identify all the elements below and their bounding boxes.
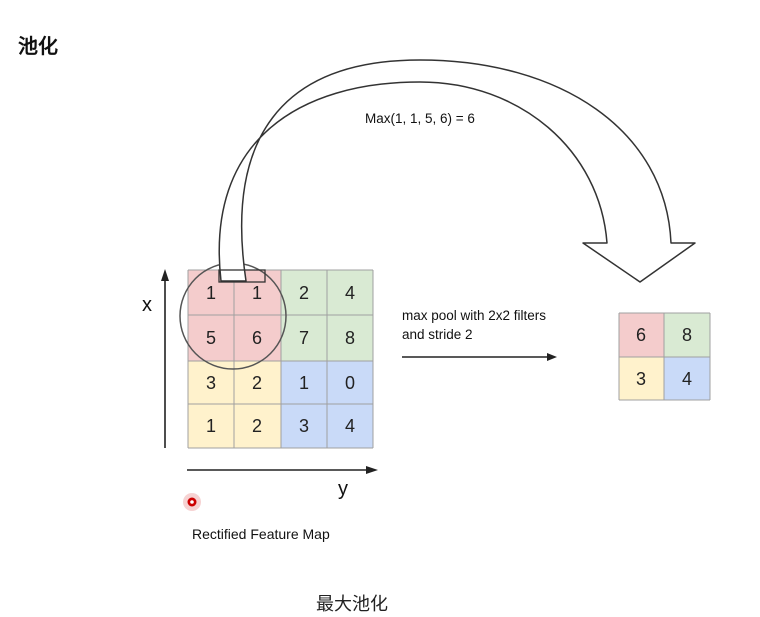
description-line-2: and stride 2 xyxy=(402,327,473,342)
output-cell: 8 xyxy=(682,325,692,345)
input-cell: 1 xyxy=(206,283,216,303)
input-grid-values: 1 1 2 4 5 6 7 8 3 2 1 0 1 2 3 4 xyxy=(206,283,355,436)
input-cell: 3 xyxy=(206,373,216,393)
arrow-tail-tab xyxy=(218,269,266,283)
y-axis-label: y xyxy=(338,478,348,500)
x-axis xyxy=(161,269,169,448)
input-cell: 1 xyxy=(299,373,309,393)
input-cell: 8 xyxy=(345,328,355,348)
curved-arrow xyxy=(218,59,696,283)
description-line-1: max pool with 2x2 filters xyxy=(402,308,546,323)
output-grid-values: 6 8 3 4 xyxy=(636,325,692,389)
input-cell: 4 xyxy=(345,283,355,303)
input-cell: 3 xyxy=(299,416,309,436)
input-map-label: Rectified Feature Map xyxy=(192,526,330,542)
output-cell: 3 xyxy=(636,369,646,389)
cursor-dot xyxy=(183,493,201,511)
input-cell: 5 xyxy=(206,328,216,348)
page-title: 池化 xyxy=(18,34,58,58)
y-axis xyxy=(187,466,378,474)
output-cell-bg xyxy=(619,357,664,400)
output-cell: 6 xyxy=(636,325,646,345)
input-cell: 7 xyxy=(299,328,309,348)
input-cell: 0 xyxy=(345,373,355,393)
input-cell: 2 xyxy=(299,283,309,303)
input-cell: 2 xyxy=(252,416,262,436)
diagram-caption: 最大池化 xyxy=(316,594,388,615)
input-cell: 1 xyxy=(252,283,262,303)
output-cell-bg xyxy=(664,357,710,400)
output-cell-bg xyxy=(664,313,710,357)
input-grid-lines xyxy=(187,269,374,449)
input-cell: 1 xyxy=(206,416,216,436)
input-cell: 4 xyxy=(345,416,355,436)
output-cell: 4 xyxy=(682,369,692,389)
input-cell: 6 xyxy=(252,328,262,348)
pooling-arrow xyxy=(402,353,557,361)
max-formula: Max(1, 1, 5, 6) = 6 xyxy=(365,111,475,126)
output-cell-bg xyxy=(619,313,664,357)
x-axis-label: x xyxy=(142,294,152,316)
input-cell: 2 xyxy=(252,373,262,393)
output-grid-lines xyxy=(618,312,711,401)
